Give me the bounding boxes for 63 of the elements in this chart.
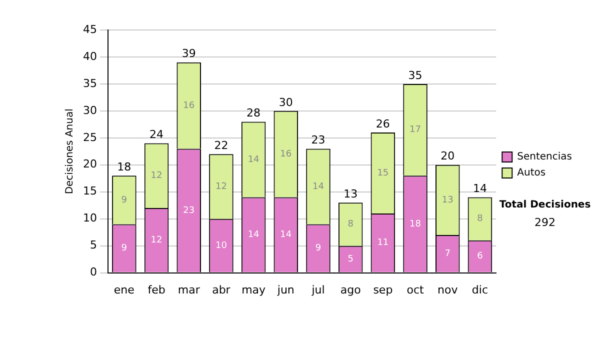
data-label: 14 <box>312 182 324 192</box>
x-tick-label: feb <box>148 283 166 296</box>
x-tick-label: dic <box>472 283 488 296</box>
y-tick-label: 35 <box>82 76 97 90</box>
data-label: 14 <box>280 230 292 240</box>
y-tick-label: 30 <box>82 104 97 117</box>
total-label: 39 <box>182 47 196 60</box>
x-tick-label: abr <box>212 283 231 296</box>
text: Total Decisiones <box>499 200 591 211</box>
total-label: 13 <box>344 188 358 201</box>
data-label: 18 <box>410 219 422 230</box>
total-label: 18 <box>117 160 132 174</box>
data-label: 6 <box>477 252 484 262</box>
total-label: 23 <box>311 134 326 147</box>
x-tick-label: oct <box>406 283 425 296</box>
x-tick-label: ene <box>114 283 135 296</box>
total-label: 35 <box>408 68 422 82</box>
data-label: 14 <box>248 154 260 165</box>
total-label: 14 <box>472 182 487 196</box>
data-label: 9 <box>121 195 128 206</box>
y-tick-label: 10 <box>82 212 97 225</box>
data-label: 8 <box>477 214 484 224</box>
data-label: 16 <box>183 100 195 111</box>
data-label: 5 <box>348 254 354 264</box>
data-label: 12 <box>150 171 162 182</box>
total-label: 28 <box>246 106 261 120</box>
x-tick-label: jun <box>276 283 294 296</box>
y-tick-label: 15 <box>82 184 97 198</box>
total-label: 20 <box>440 150 455 163</box>
text: 292 <box>534 216 556 229</box>
x-tick-label: jul <box>310 283 325 296</box>
x-tick-label: mar <box>178 283 200 296</box>
y-tick-label: 20 <box>82 158 97 171</box>
data-label: 9 <box>121 244 128 254</box>
data-label: 12 <box>215 182 227 192</box>
data-label: 11 <box>377 238 389 248</box>
total-label: 24 <box>150 128 164 142</box>
x-tick-label: may <box>242 283 266 296</box>
x-tick-label: sep <box>373 283 393 296</box>
data-label: 17 <box>410 125 421 136</box>
x-tick-label: nov <box>438 283 458 296</box>
total-label: 22 <box>214 138 228 152</box>
data-label: 14 <box>248 230 260 240</box>
data-label: 10 <box>215 240 228 251</box>
y-tick-label: 0 <box>90 266 97 279</box>
data-label: 16 <box>280 149 292 160</box>
y-tick-label: 45 <box>82 22 97 36</box>
y-tick-label: 40 <box>82 50 97 63</box>
legend-label: Sentencias <box>517 152 572 163</box>
y-axis-title: Decisiones Anual <box>64 108 76 194</box>
data-label: 8 <box>348 220 354 230</box>
legend-label: Autos <box>517 168 546 179</box>
data-label: 7 <box>444 249 450 260</box>
data-label: 13 <box>442 195 454 206</box>
data-label: 12 <box>150 236 162 246</box>
total-label: 30 <box>278 96 293 109</box>
data-label: 15 <box>377 168 389 178</box>
y-tick-label: 5 <box>90 238 97 252</box>
x-tick-label: ago <box>340 283 362 296</box>
data-label: 9 <box>315 244 322 254</box>
total-label: 26 <box>376 117 390 130</box>
data-label: 23 <box>183 206 195 216</box>
y-tick-label: 25 <box>82 130 97 144</box>
